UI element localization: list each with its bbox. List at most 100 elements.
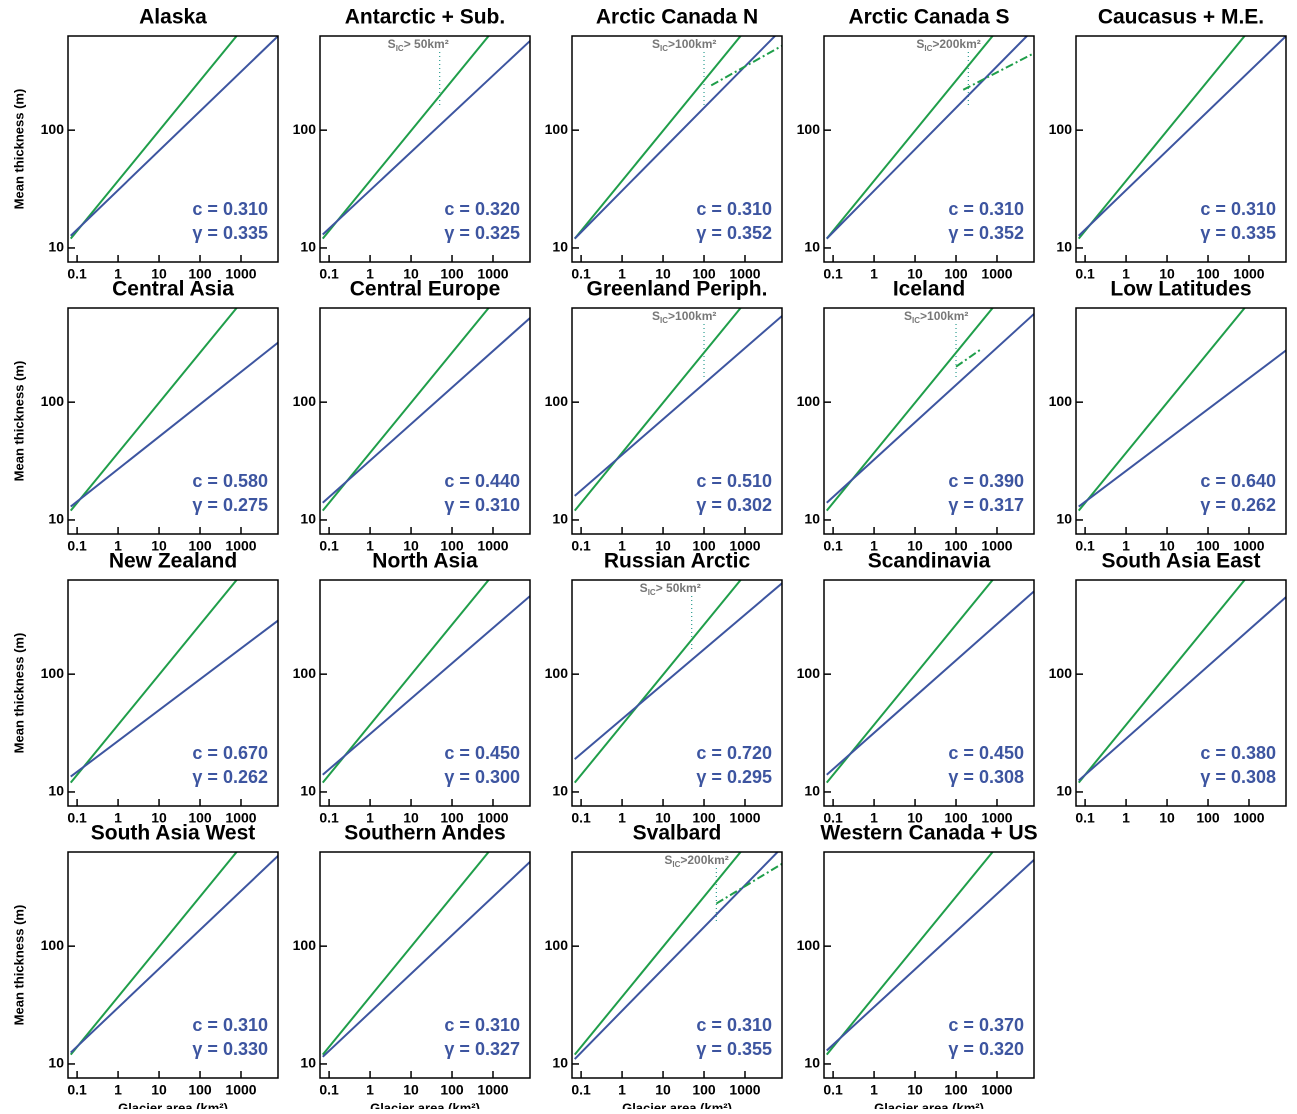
x-axis-label: Glacier area (km²) — [118, 1100, 228, 1109]
y-tick-label: 10 — [552, 783, 568, 799]
fit-label: γ = 0.308 — [948, 767, 1024, 787]
lines — [69, 36, 278, 240]
y-tick-label: 100 — [1049, 121, 1073, 137]
threshold-sub: IC — [660, 44, 668, 53]
x-tick-label: 1000 — [225, 538, 256, 554]
x-tick-label: 100 — [440, 538, 464, 554]
fit-line — [962, 52, 1034, 91]
y-tick-label: 100 — [545, 121, 569, 137]
y-tick-label: 100 — [545, 665, 569, 681]
threshold-sub: IC — [396, 44, 404, 53]
panel: South Asia West 0.1 1 10 100 1000 10 100 c = 0.3… — [11, 822, 279, 1114]
fit-line — [573, 36, 742, 240]
y-tick-label: 10 — [804, 1055, 820, 1071]
fit-label: γ = 0.330 — [192, 1039, 268, 1059]
panel-title: Russian Arctic — [604, 550, 751, 573]
x-tick-label: 1000 — [477, 266, 508, 282]
panel: Antarctic + Sub. 0.1 1 10 100 1000 10 100 SIC> 5… — [293, 6, 531, 282]
fit-label: c = 0.310 — [948, 199, 1024, 219]
threshold-label: SIC>100km² — [652, 309, 716, 325]
panel-title: Western Canada + US — [820, 822, 1037, 845]
threshold-rest: >100km² — [920, 309, 968, 323]
x-tick-label: 100 — [944, 1082, 968, 1098]
panel: Western Canada + US 0.1 1 10 100 1000 10 100 c =… — [797, 822, 1038, 1114]
panel: Alaska 0.1 1 10 100 1000 10 100 c = 0.310 γ = 0.3… — [11, 6, 279, 282]
threshold-sub: IC — [912, 316, 920, 325]
x-tick-label: 0.1 — [319, 1082, 339, 1098]
x-tick-label: 1000 — [981, 266, 1012, 282]
fit-label: c = 0.310 — [696, 199, 772, 219]
x-tick-label: 100 — [1196, 266, 1220, 282]
lines — [321, 308, 530, 512]
x-tick-label: 1 — [114, 538, 122, 554]
threshold-rest: > 50km² — [404, 37, 449, 51]
y-tick-label: 100 — [293, 121, 317, 137]
x-tick-label: 0.1 — [823, 1082, 843, 1098]
fit-line — [69, 36, 238, 240]
x-axis-label: Glacier area (km²) — [370, 1100, 480, 1109]
x-tick-label: 0.1 — [823, 810, 843, 826]
threshold-s: S — [388, 37, 396, 51]
frame — [1075, 35, 1287, 263]
x-tick-label: 0.1 — [67, 538, 87, 554]
fit-line — [1077, 36, 1246, 240]
fit-label: γ = 0.352 — [696, 223, 772, 243]
fit-line — [715, 862, 782, 905]
x-tick-label: 10 — [151, 1082, 167, 1098]
lines — [69, 308, 278, 512]
threshold-sub: IC — [672, 860, 680, 869]
x-tick-label: 0.1 — [319, 266, 339, 282]
fit-label: γ = 0.300 — [444, 767, 520, 787]
x-tick-label: 1 — [1122, 266, 1130, 282]
y-tick-label: 100 — [1049, 665, 1073, 681]
threshold-label: SIC>200km² — [916, 37, 980, 53]
fit-line — [826, 36, 1029, 240]
panel: Central Europe 0.1 1 10 100 1000 10 100 c = 0.44… — [293, 278, 531, 554]
fit-line — [70, 619, 278, 778]
threshold-s: S — [652, 309, 660, 323]
x-tick-label: 1 — [618, 1082, 626, 1098]
x-tick-label: 10 — [403, 266, 419, 282]
threshold-rest: >100km² — [668, 37, 716, 51]
fit-line — [322, 595, 530, 776]
x-tick-label: 100 — [1196, 810, 1220, 826]
y-axis-label: Mean thickness (m) — [11, 361, 26, 482]
x-tick-label: 0.1 — [67, 266, 87, 282]
fit-line — [710, 44, 782, 87]
frame — [67, 35, 279, 263]
frame — [319, 851, 531, 1079]
x-tick-label: 1 — [618, 266, 626, 282]
threshold-label: SIC> 50km² — [640, 581, 701, 597]
panel: Southern Andes 0.1 1 10 100 1000 10 100 c = 0.31… — [293, 822, 531, 1114]
x-tick-label: 1 — [114, 266, 122, 282]
x-tick-label: 10 — [403, 1082, 419, 1098]
x-tick-label: 1000 — [729, 1082, 760, 1098]
x-tick-label: 1000 — [729, 538, 760, 554]
lines — [825, 580, 1034, 784]
y-tick-label: 100 — [41, 393, 65, 409]
lines — [69, 852, 278, 1056]
y-tick-label: 100 — [797, 393, 821, 409]
x-tick-label: 0.1 — [571, 538, 591, 554]
frame — [67, 307, 279, 535]
fit-line — [70, 341, 278, 508]
panel: Arctic Canada S 0.1 1 10 100 1000 10 100 SIC>200… — [797, 6, 1035, 282]
x-tick-label: 1 — [1122, 538, 1130, 554]
y-tick-label: 10 — [300, 1055, 316, 1071]
x-tick-label: 10 — [403, 810, 419, 826]
fit-label: γ = 0.320 — [948, 1039, 1024, 1059]
panel-title: Low Latitudes — [1110, 278, 1251, 301]
panel: Scandinavia 0.1 1 10 100 1000 10 100 c = 0.450 γ … — [797, 550, 1035, 826]
fit-line — [69, 308, 238, 512]
x-tick-label: 10 — [151, 810, 167, 826]
panel-title: Svalbard — [633, 822, 722, 845]
y-tick-label: 100 — [797, 665, 821, 681]
fit-line — [322, 861, 530, 1058]
y-tick-label: 10 — [300, 783, 316, 799]
threshold-label: SIC>100km² — [904, 309, 968, 325]
x-tick-label: 1 — [366, 538, 374, 554]
x-tick-label: 100 — [692, 538, 716, 554]
x-tick-label: 1000 — [225, 810, 256, 826]
panel-title: Scandinavia — [868, 550, 991, 573]
x-tick-label: 1000 — [981, 1082, 1012, 1098]
